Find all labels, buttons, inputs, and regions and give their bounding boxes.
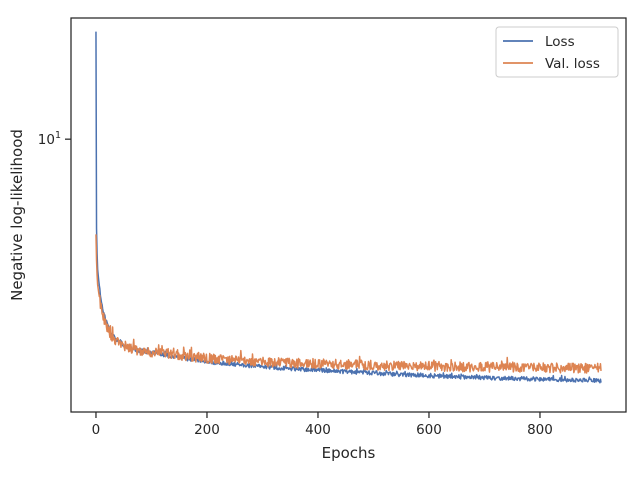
x-axis-label: Epochs (322, 444, 376, 462)
x-axis-ticks: 0 200 400 600 800 (92, 412, 553, 438)
series-layer (95, 31, 602, 384)
x-tick-label: 400 (305, 422, 331, 438)
x-tick-label: 0 (92, 422, 101, 438)
legend-label: Val. loss (545, 56, 600, 72)
x-tick-label: 800 (527, 422, 553, 438)
series-line-val-loss (95, 234, 602, 374)
y-tick-label: 101 (38, 130, 61, 148)
legend-box (495, 26, 619, 78)
plot-frame (70, 17, 627, 413)
legend-label: Loss (545, 34, 575, 50)
y-axis-ticks: 101 (38, 130, 71, 148)
x-tick-label: 600 (416, 422, 442, 438)
legend: Loss Val. loss (495, 26, 619, 78)
x-tick-label: 200 (194, 422, 220, 438)
y-axis-label: Negative log-likelihood (8, 129, 26, 301)
